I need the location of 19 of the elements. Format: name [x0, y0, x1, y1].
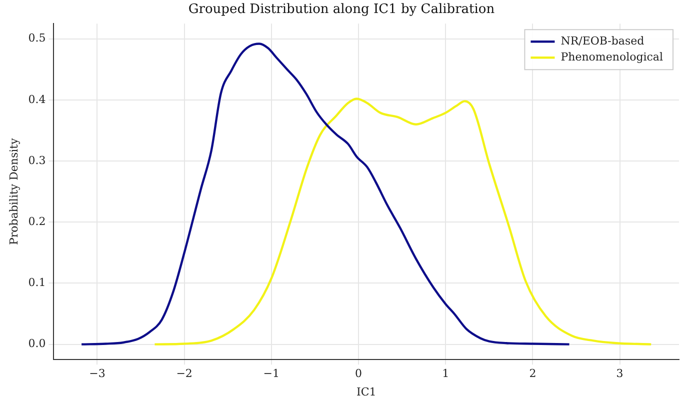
x-tick-label: 3	[616, 367, 624, 380]
y-tick-label: 0.3	[28, 154, 46, 167]
y-tick-label: 0.1	[28, 276, 46, 290]
y-tick-label: 0.2	[28, 215, 46, 228]
chart-title: Grouped Distribution along IC1 by Calibration	[188, 2, 496, 18]
y-tick-label: 0.0	[28, 337, 46, 350]
x-tick-label: −1	[263, 367, 280, 380]
x-tick-label: −2	[176, 367, 192, 380]
legend-label: Phenomenological	[560, 50, 664, 64]
y-tick-label: 0.4	[28, 92, 46, 106]
x-tick-label: −3	[89, 367, 106, 380]
x-tick-label: 2	[529, 367, 536, 380]
x-tick-label: 1	[442, 367, 450, 380]
line-series	[154, 98, 652, 346]
y-axis-title: Probability Density	[7, 137, 20, 246]
y-tick-label: 0.5	[28, 32, 46, 45]
legend-label: NR/EOB-based	[560, 34, 644, 48]
x-axis-title: IC1	[356, 385, 376, 398]
x-tick-label: 0	[355, 367, 362, 380]
